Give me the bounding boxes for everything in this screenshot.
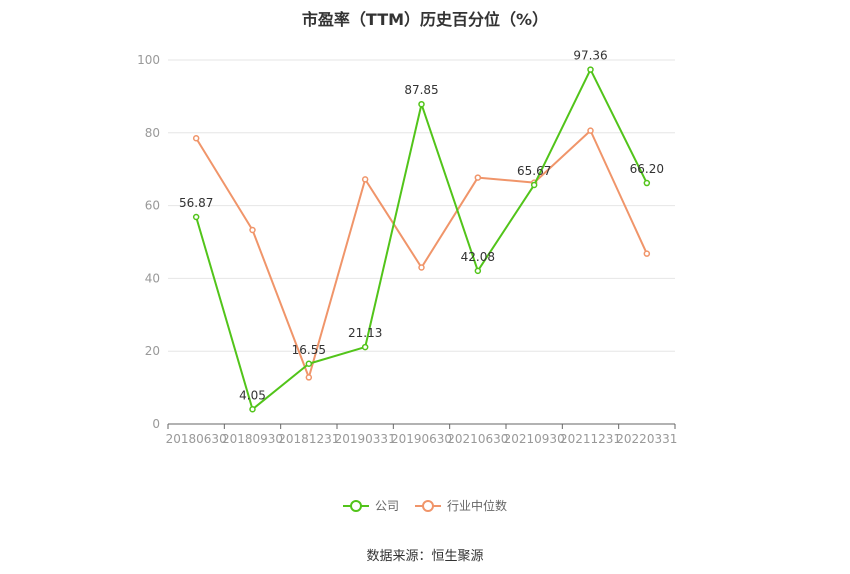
x-tick-label: 20190331 <box>335 432 396 446</box>
y-tick-label: 40 <box>145 271 160 285</box>
data-point <box>249 226 256 234</box>
data-label: 65.67 <box>517 164 551 178</box>
data-point <box>587 66 594 73</box>
data-label: 87.85 <box>404 83 438 97</box>
data-point <box>643 250 651 257</box>
data-label: 97.36 <box>573 49 607 63</box>
series-line-0 <box>195 68 648 411</box>
x-tick-label: 20220331 <box>616 432 677 446</box>
legend-swatch-company <box>342 499 369 513</box>
series-lines <box>192 66 651 413</box>
data-point <box>418 100 425 108</box>
data-point <box>249 406 256 413</box>
data-point <box>192 213 200 221</box>
data-label: 4.05 <box>239 388 266 402</box>
y-tick-label: 80 <box>145 126 160 140</box>
data-point <box>474 267 482 275</box>
data-point <box>361 343 369 351</box>
data-point <box>192 135 200 142</box>
data-label: 21.13 <box>348 326 382 340</box>
data-point <box>587 127 594 134</box>
data-point <box>305 374 313 381</box>
data-label: 16.55 <box>292 343 326 357</box>
x-tick-label: 20180630 <box>166 432 227 446</box>
data-label: 56.87 <box>179 196 213 210</box>
axes: 0204060801002018063020180930201812312019… <box>137 53 677 446</box>
data-labels: 56.87 4.05 16.55 21.13 87.85 42.08 65.67 97.36 6… <box>179 49 664 403</box>
y-tick-label: 100 <box>137 53 160 67</box>
x-tick-label: 20210930 <box>504 432 565 446</box>
x-tick-label: 20211231 <box>560 432 621 446</box>
x-tick-label: 20190630 <box>391 432 452 446</box>
legend-item-industry-median[interactable]: 行业中位数 <box>415 497 507 514</box>
x-tick-label: 20180930 <box>222 432 283 446</box>
data-point <box>305 360 313 368</box>
data-point <box>530 181 538 189</box>
legend-label-industry-median: 行业中位数 <box>447 499 508 513</box>
data-label: 42.08 <box>461 250 495 264</box>
data-point <box>361 176 369 183</box>
series-line-1 <box>195 129 648 379</box>
legend-swatch-industry-median <box>415 499 441 513</box>
x-tick-label: 20181231 <box>278 432 339 446</box>
y-tick-label: 60 <box>145 199 160 213</box>
x-tick-label: 20210630 <box>447 432 508 446</box>
data-source: 数据来源：恒生聚源 <box>366 549 484 564</box>
data-point <box>474 174 482 181</box>
data-label: 66.20 <box>630 162 664 176</box>
data-point <box>418 264 425 271</box>
legend-label-company: 公司 <box>374 499 399 513</box>
chart-title: 市盈率（TTM）历史百分位（%） <box>301 10 549 29</box>
legend-item-company[interactable]: 公司 <box>342 497 399 514</box>
y-tick-label: 0 <box>152 417 160 431</box>
data-point <box>643 179 651 187</box>
legend: 公司 行业中位数 <box>0 497 850 514</box>
y-tick-label: 20 <box>145 344 160 358</box>
